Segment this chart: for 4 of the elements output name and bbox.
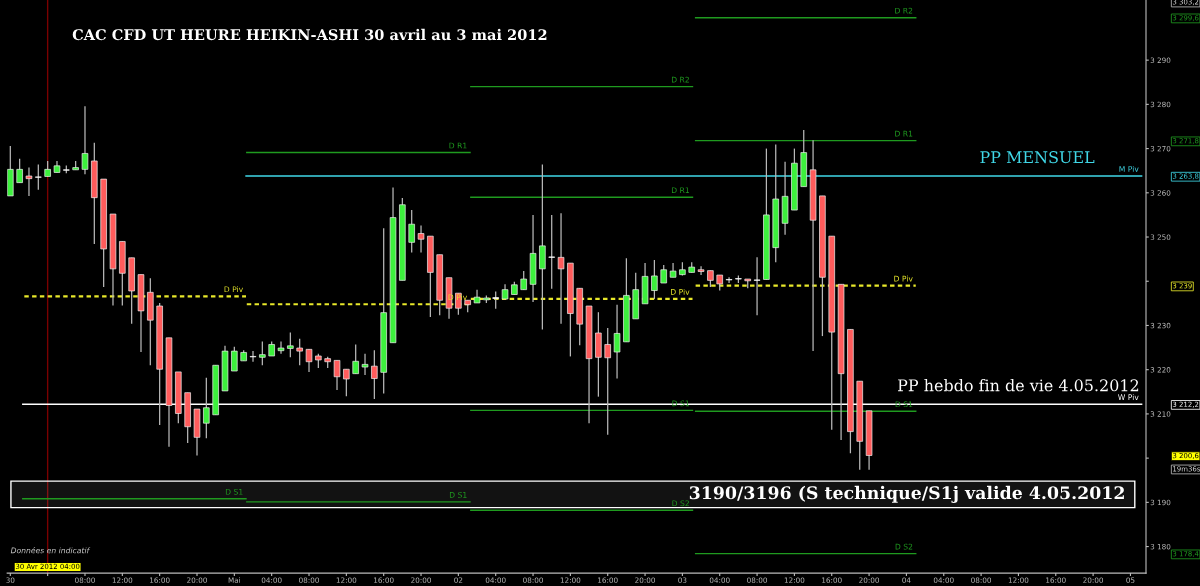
annotation: PP MENSUEL bbox=[980, 151, 1095, 164]
text: CAC CFD UT HEURE HEIKIN-ASHI 30 avril au 3 mai 2012 bbox=[72, 28, 547, 41]
annotation: PP hebdo fin de vie 4.05.2012 bbox=[898, 379, 1139, 392]
band-label: 3190/3196 (S technique/S1j valide 4.05.2012 bbox=[689, 485, 1124, 503]
